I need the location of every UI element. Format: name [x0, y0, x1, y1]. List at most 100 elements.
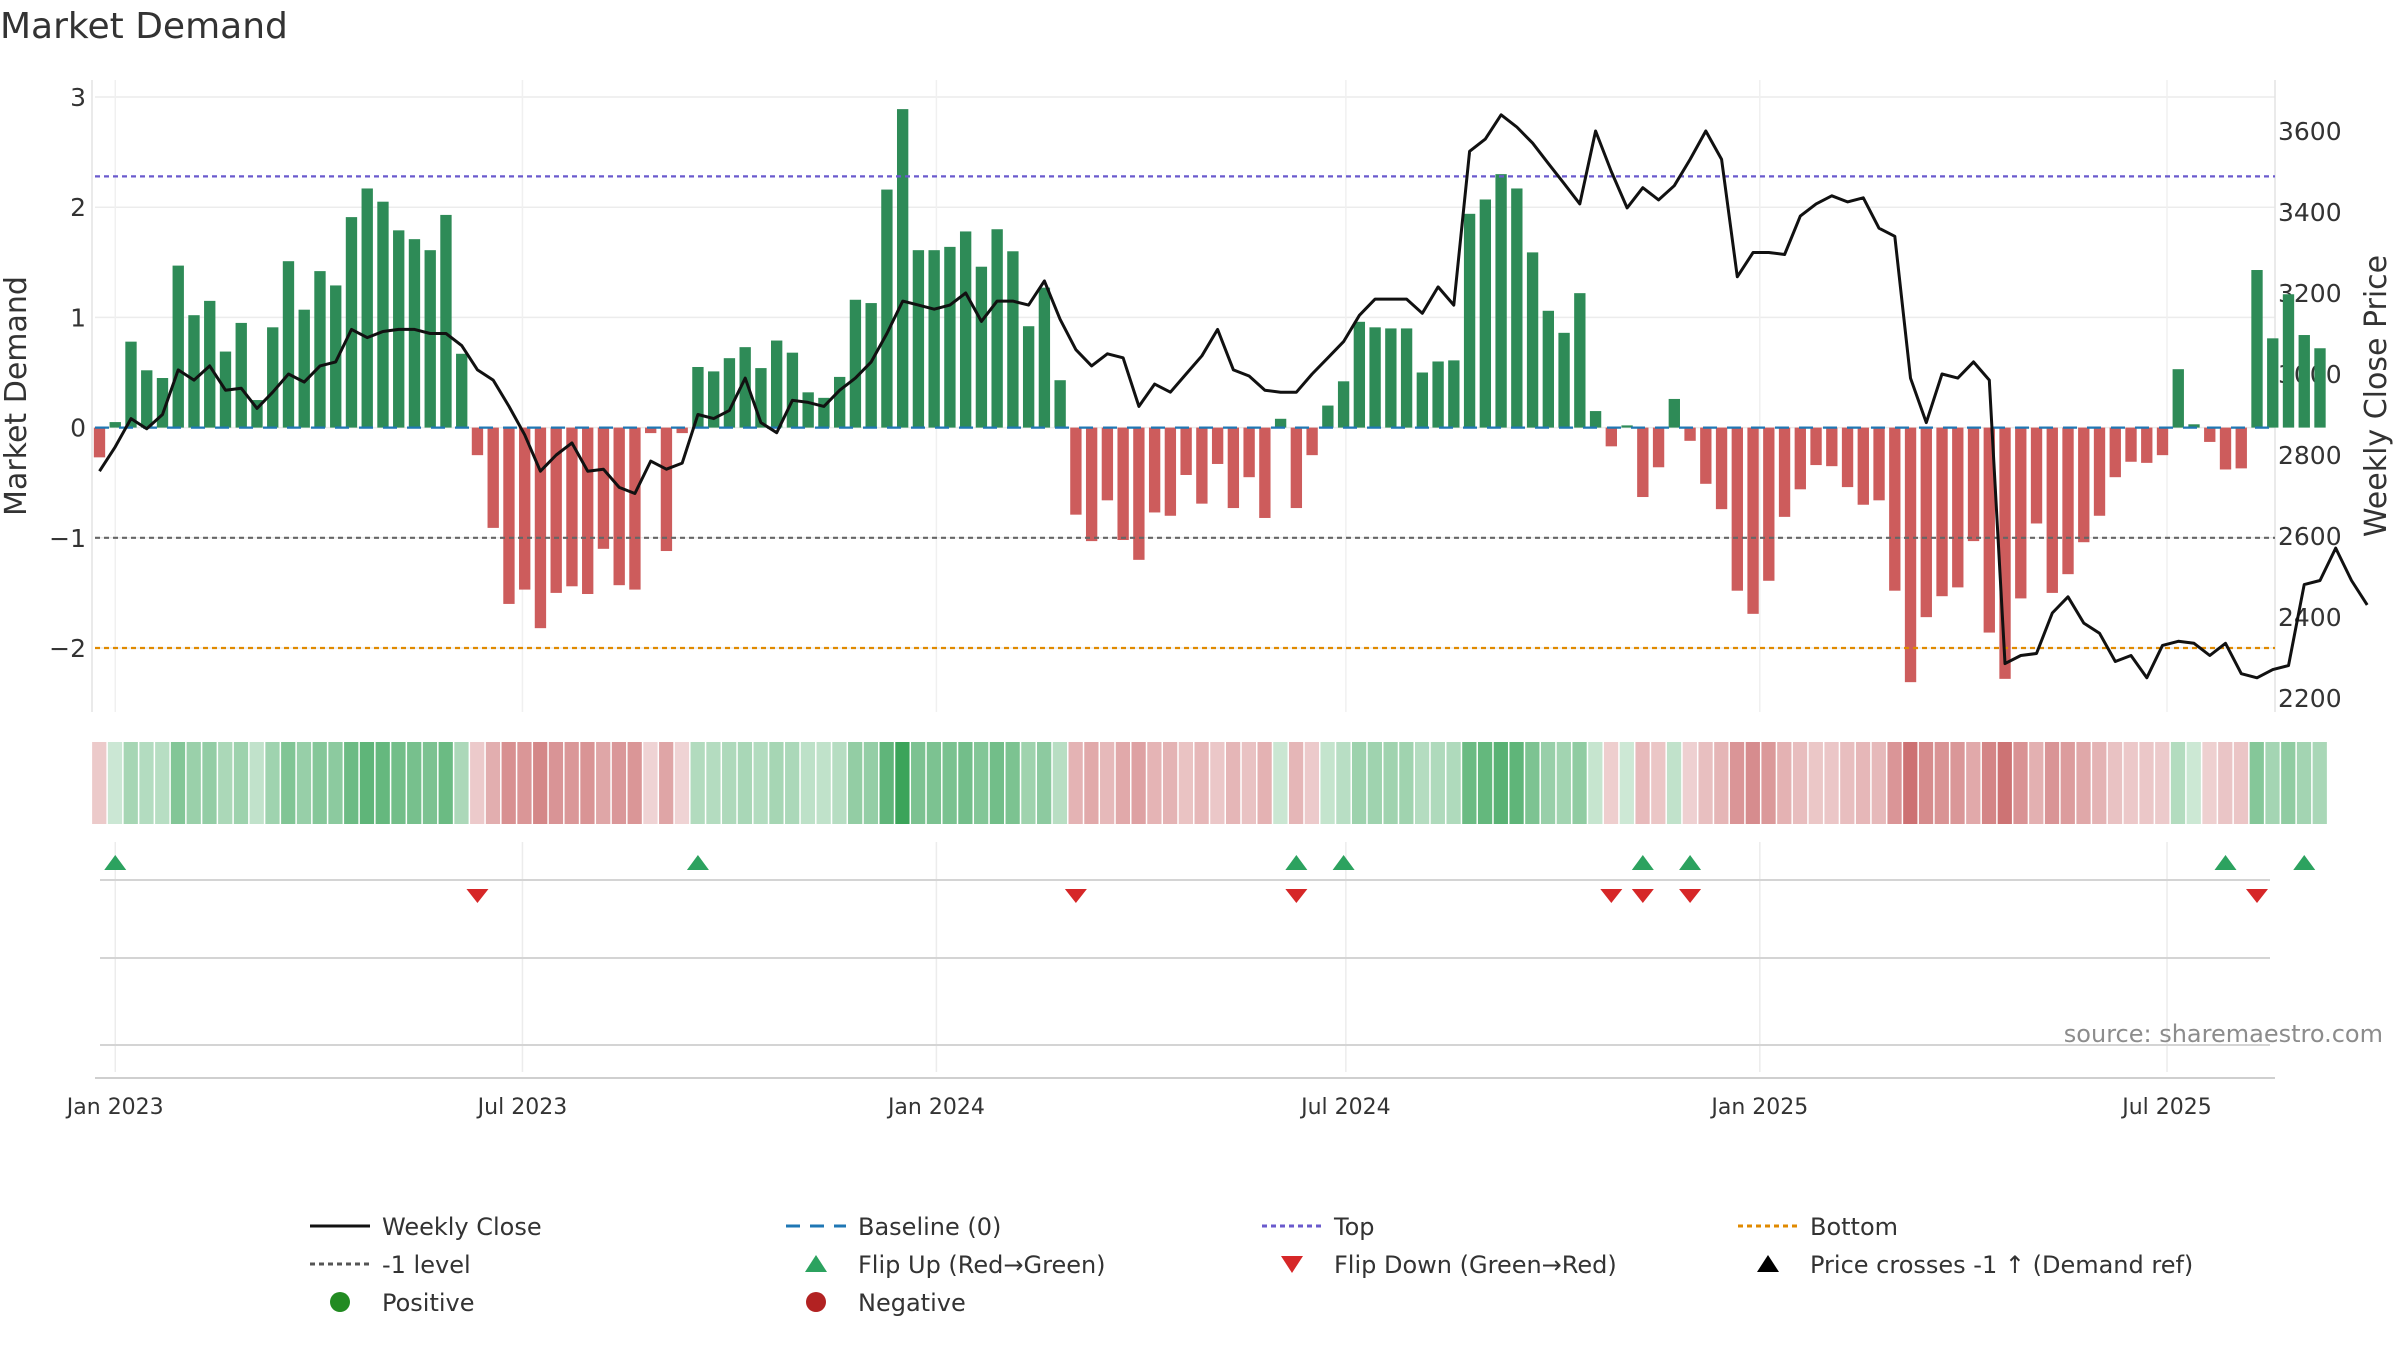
- demand-bar: [1038, 287, 1051, 428]
- strip-cell: [1525, 742, 1540, 824]
- strip-cell: [1934, 742, 1949, 824]
- strip-cell: [785, 742, 800, 824]
- demand-bar: [1605, 427, 1617, 447]
- strip-cell: [1273, 742, 1288, 824]
- demand-bar: [1794, 427, 1806, 490]
- strip-cell: [1383, 742, 1398, 824]
- legend-label: Flip Down (Green→Red): [1334, 1251, 1617, 1279]
- flip-down-marker: [1285, 889, 1308, 903]
- x-tick-label: Jan 2024: [886, 1095, 985, 1120]
- demand-bar: [566, 427, 578, 587]
- demand-bar: [676, 427, 688, 434]
- legend-label: Baseline (0): [858, 1213, 1001, 1241]
- demand-bar: [1857, 427, 1869, 505]
- strip-cell: [1288, 742, 1304, 824]
- y2-tick-label: 3400: [2278, 198, 2342, 227]
- legend-swatch: [1281, 1256, 1303, 1273]
- strip-cell: [517, 742, 532, 824]
- demand-bar: [2204, 427, 2216, 442]
- strip-cell: [501, 742, 516, 824]
- strip-cell: [2249, 742, 2264, 824]
- demand-bar: [487, 427, 499, 528]
- strip-cell: [123, 742, 138, 824]
- strip-cell: [2139, 742, 2154, 824]
- demand-bar: [1574, 293, 1586, 428]
- strip-cell: [139, 742, 154, 824]
- demand-bar: [1826, 427, 1838, 467]
- strip-cell: [1651, 742, 1666, 824]
- demand-bar: [471, 427, 484, 456]
- strip-cell: [1037, 742, 1052, 824]
- strip-cell: [879, 742, 894, 824]
- demand-bar: [534, 427, 547, 629]
- strip-cell: [485, 742, 501, 824]
- demand-bar: [267, 327, 279, 428]
- strip-cell: [1887, 742, 1902, 824]
- demand-bar: [1952, 427, 1964, 588]
- demand-bar: [1337, 381, 1350, 428]
- demand-bar: [912, 250, 925, 428]
- y-tick-label: 1: [70, 303, 86, 332]
- demand-bar: [330, 285, 342, 428]
- y-tick-label: −2: [49, 634, 86, 663]
- demand-bar: [109, 422, 121, 428]
- strip-cell: [722, 742, 737, 824]
- demand-bar: [188, 315, 200, 428]
- flip-down-marker: [1064, 889, 1087, 903]
- demand-bar: [802, 392, 814, 428]
- strip-cell: [1997, 742, 2012, 824]
- strip-cell: [911, 742, 926, 824]
- strip-cell: [1068, 742, 1083, 824]
- demand-bar: [944, 246, 956, 428]
- strip-cell: [863, 742, 879, 824]
- demand-bar: [156, 378, 169, 428]
- demand-bar: [1589, 411, 1602, 428]
- strip-cell: [2013, 742, 2028, 824]
- strip-cell: [1131, 742, 1146, 824]
- strip-cell: [1367, 742, 1382, 824]
- strip-cell: [359, 742, 375, 824]
- strip-cell: [816, 742, 831, 824]
- strip-cell: [1163, 742, 1178, 824]
- demand-bar: [645, 427, 657, 434]
- y-tick-label: 0: [70, 414, 86, 443]
- demand-bar: [896, 109, 909, 428]
- strip-cell: [800, 742, 816, 824]
- x-tick-label: Jan 2023: [65, 1095, 164, 1120]
- strip-cell: [1241, 742, 1256, 824]
- demand-bar: [1526, 252, 1539, 428]
- flip-up-marker: [2293, 855, 2316, 870]
- strip-cell: [1840, 742, 1855, 824]
- demand-bar: [1479, 199, 1492, 428]
- demand-bar: [1731, 427, 1743, 591]
- demand-bar: [1290, 427, 1303, 509]
- strip-cell: [1446, 742, 1461, 824]
- demand-bar: [125, 341, 137, 428]
- legend-label: Flip Up (Red→Green): [858, 1251, 1106, 1279]
- demand-bar: [2282, 294, 2295, 428]
- strip-cell: [2076, 742, 2091, 824]
- flip-up-marker: [1631, 855, 1654, 870]
- strip-cell: [769, 742, 784, 824]
- strip-cell: [1824, 742, 1839, 824]
- strip-cell: [1603, 742, 1619, 824]
- strip-cell: [407, 742, 422, 824]
- demand-bar: [2078, 427, 2090, 543]
- strip-cell: [1981, 742, 1997, 824]
- strip-cell: [2155, 742, 2170, 824]
- strip-cell: [2170, 742, 2186, 824]
- strip-cell: [218, 742, 233, 824]
- demand-bar: [2125, 427, 2137, 462]
- strip-cell: [1588, 742, 1603, 824]
- demand-bar: [141, 370, 153, 428]
- strip-cell: [454, 742, 469, 824]
- strip-cell: [1320, 742, 1335, 824]
- strip-cell: [281, 742, 296, 824]
- flip-up-marker: [104, 855, 127, 870]
- strip-cell: [564, 742, 579, 824]
- demand-bar: [1511, 188, 1523, 428]
- strip-cell: [706, 742, 721, 824]
- demand-bar: [251, 400, 263, 428]
- demand-bar: [424, 250, 436, 428]
